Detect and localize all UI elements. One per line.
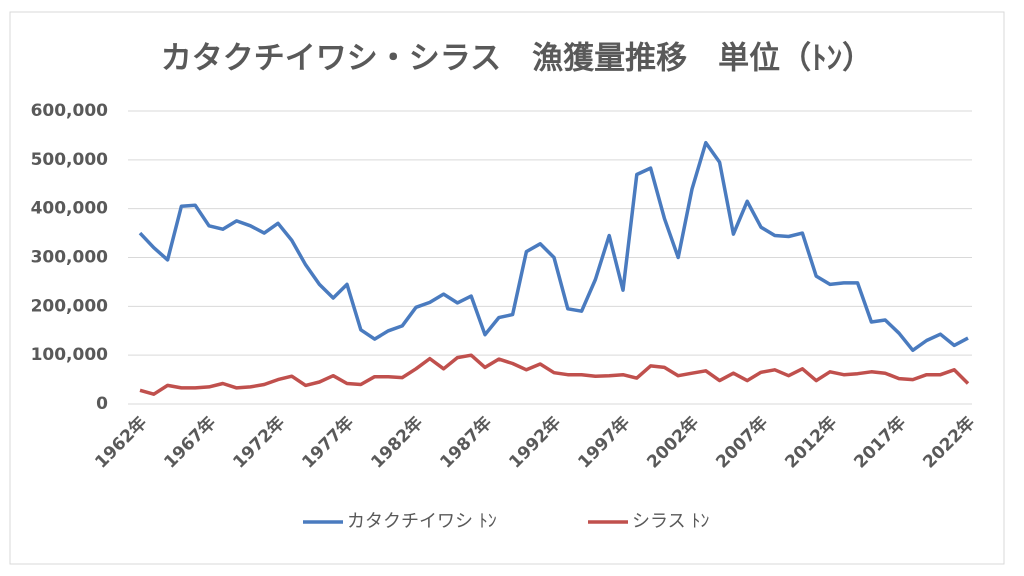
legend-label: シラス ﾄﾝ bbox=[632, 511, 709, 532]
legend-label: カタクチイワシ ﾄﾝ bbox=[347, 511, 497, 532]
series-line bbox=[138, 140, 969, 353]
y-tick-label: 200,000 bbox=[31, 296, 109, 316]
y-tick-label: 600,000 bbox=[31, 101, 109, 121]
y-tick-label: 400,000 bbox=[31, 199, 109, 219]
series-line bbox=[139, 353, 970, 396]
chart-title: カタクチイワシ・シラス 漁獲量推移 単位（ﾄﾝ） bbox=[161, 41, 873, 77]
y-tick-label: 100,000 bbox=[31, 345, 109, 365]
y-tick-label: 0 bbox=[96, 394, 108, 414]
chart-frame bbox=[9, 11, 1005, 565]
y-tick-label: 500,000 bbox=[31, 150, 109, 170]
y-tick-label: 300,000 bbox=[31, 248, 109, 268]
